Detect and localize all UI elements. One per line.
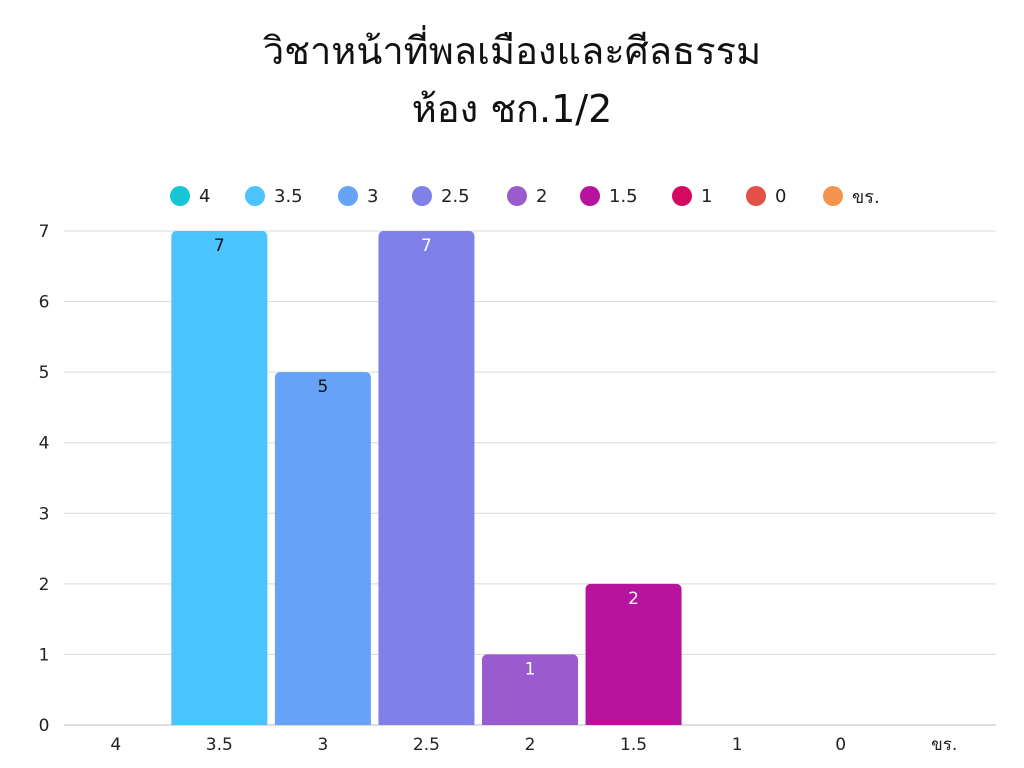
y-tick-label: 1 — [39, 645, 50, 665]
legend-label: 0 — [775, 185, 787, 207]
bar-base — [482, 719, 578, 725]
bar-base — [585, 719, 682, 725]
data-label: 1 — [525, 659, 536, 679]
data-label: 5 — [317, 377, 328, 397]
legend-label: ขร. — [852, 186, 880, 208]
data-label: 7 — [421, 236, 432, 256]
legend-item: 2.5 — [412, 184, 470, 208]
legend-item: 4 — [170, 184, 210, 208]
bar — [585, 583, 682, 725]
x-tick-label: 0 — [835, 735, 846, 755]
y-tick-label: 2 — [39, 575, 50, 595]
legend-label: 3.5 — [274, 185, 303, 207]
legend-item: 0 — [746, 184, 786, 208]
y-tick-label: 7 — [39, 222, 50, 242]
legend-item: 2 — [507, 184, 547, 208]
legend-label: 1 — [701, 185, 713, 207]
x-tick-label: 4 — [110, 735, 121, 755]
legend-label: 2 — [536, 185, 548, 207]
data-label: 7 — [214, 236, 225, 256]
x-tick-label: 3.5 — [206, 735, 233, 755]
legend-swatch — [823, 186, 843, 206]
chart-title-line1: วิชาหน้าที่พลเมืองและศีลธรรม — [262, 29, 762, 73]
legend-swatch — [746, 186, 766, 206]
legend-label: 2.5 — [441, 185, 470, 207]
bar — [274, 372, 371, 725]
y-tick-label: 0 — [39, 716, 50, 736]
legend-swatch — [170, 186, 190, 206]
bar-base — [171, 719, 268, 725]
chart-title-line2: ห้อง ชก.1/2 — [411, 87, 613, 131]
y-tick-label: 5 — [39, 363, 50, 383]
y-tick-label: 3 — [39, 504, 50, 524]
bar — [482, 654, 578, 725]
legend-item: ขร. — [823, 184, 880, 208]
bar-base — [378, 719, 475, 725]
x-tick-label: 2.5 — [413, 735, 440, 755]
legend-swatch — [507, 186, 527, 206]
legend-swatch — [245, 186, 265, 206]
legend-item: 3 — [338, 184, 378, 208]
legend-item: 3.5 — [245, 184, 303, 208]
x-tick-label: 1 — [732, 735, 743, 755]
bar — [171, 231, 268, 725]
x-tick-label: ขร. — [931, 735, 957, 755]
legend-swatch — [672, 186, 692, 206]
legend-swatch — [338, 186, 358, 206]
bar — [378, 231, 475, 725]
legend-item: 1.5 — [580, 184, 638, 208]
data-label: 2 — [628, 589, 639, 609]
bar-base — [274, 719, 371, 725]
legend-label: 3 — [367, 185, 379, 207]
legend-label: 1.5 — [609, 185, 638, 207]
legend-swatch — [580, 186, 600, 206]
chart-legend: 4 3.5 3 2.5 2 1.5 1 0 ขร. — [0, 184, 1024, 210]
x-tick-label: 1.5 — [620, 735, 647, 755]
legend-swatch — [412, 186, 432, 206]
y-tick-label: 4 — [39, 434, 50, 454]
legend-label: 4 — [199, 185, 211, 207]
legend-item: 1 — [672, 184, 712, 208]
x-tick-label: 2 — [525, 735, 536, 755]
x-tick-label: 3 — [317, 735, 328, 755]
y-tick-label: 6 — [39, 293, 50, 313]
